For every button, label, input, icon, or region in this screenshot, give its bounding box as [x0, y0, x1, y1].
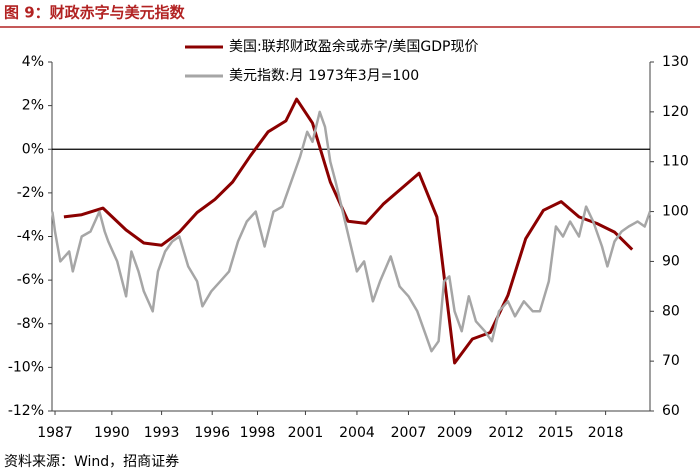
legend-label: 美元指数:月 1973年3月=100: [229, 68, 419, 84]
x-tick-label: 2007: [391, 425, 427, 441]
x-tick-label: 1990: [94, 425, 130, 441]
y2-tick-label: 130: [662, 54, 689, 70]
chart-title: 图 9：财政赤字与美元指数: [4, 4, 186, 22]
source-note: 资料来源：Wind，招商证券: [4, 454, 179, 470]
data-line: [63, 97, 634, 365]
y2-tick-label: 120: [662, 104, 689, 120]
y2-tick-label: 110: [662, 154, 689, 170]
y-tick-label: -8%: [17, 316, 44, 332]
y-tick-label: -6%: [17, 272, 44, 288]
y2-tick-label: 80: [662, 303, 680, 319]
legend-label: 美国:联邦财政盈余或赤字/美国GDP现价: [229, 38, 479, 55]
y-tick-label: -2%: [17, 185, 44, 201]
x-tick-label: 1993: [144, 425, 180, 441]
y-tick-label: 0%: [22, 141, 44, 157]
x-tick-label: 2004: [339, 425, 375, 441]
y2-tick-label: 90: [662, 253, 680, 269]
x-tick-label: 2015: [538, 425, 574, 441]
y-tick-label: -10%: [8, 359, 44, 375]
x-tick-label: 1996: [194, 425, 230, 441]
data-line: [51, 110, 652, 353]
x-tick-label: 2001: [288, 425, 324, 441]
x-tick-label: 2009: [437, 425, 473, 441]
y-tick-label: -4%: [17, 229, 44, 245]
y2-tick-label: 70: [662, 353, 680, 369]
y2-tick-label: 100: [662, 204, 689, 220]
x-tick-label: 1987: [37, 425, 73, 441]
y-tick-label: -12%: [8, 403, 44, 419]
x-tick-label: 1998: [240, 425, 276, 441]
x-tick-label: 2012: [488, 425, 524, 441]
y-tick-label: 2%: [22, 98, 44, 114]
x-tick-label: 2018: [588, 425, 624, 441]
y-tick-label: 4%: [22, 54, 44, 70]
y2-tick-label: 60: [662, 403, 680, 419]
